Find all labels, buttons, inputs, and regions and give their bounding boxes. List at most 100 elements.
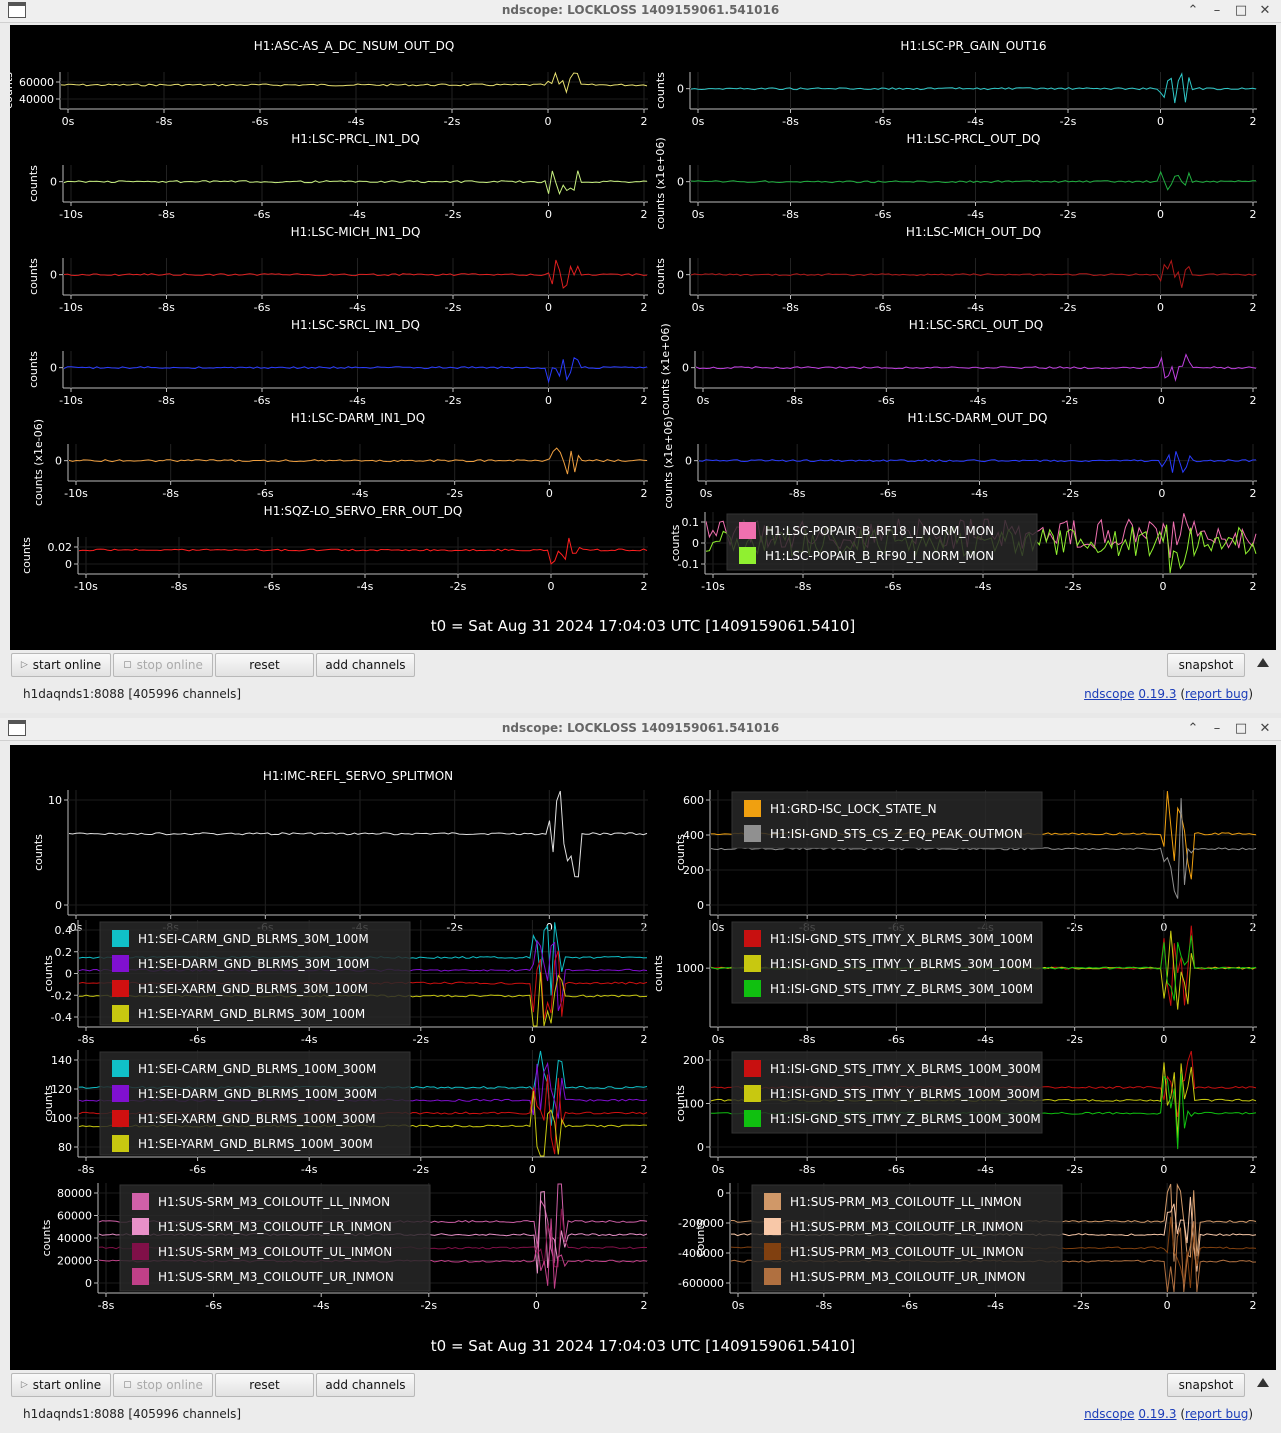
plot-panel[interactable]: H1:IMC-REFL_SERVO_SPLITMONcounts0s-8s-6s… xyxy=(32,769,648,934)
minimize-icon[interactable]: – xyxy=(1213,721,1221,736)
stop-online-button[interactable]: ▢ stop online xyxy=(113,653,213,677)
plot-panel[interactable]: counts 0s -8s -6s -4s -2s 0 2 0 -200000 -400000 -60… xyxy=(678,1182,1257,1312)
x-tick-label: -8s xyxy=(156,115,173,128)
minimize-icon[interactable]: – xyxy=(1213,3,1221,18)
reset-button[interactable]: reset xyxy=(215,653,314,677)
version-link[interactable]: 0.19.3 xyxy=(1138,687,1177,701)
legend[interactable]: H1:SEI-CARM_GND_BLRMS_100M_300M H1:SEI-DA… xyxy=(99,1051,411,1156)
legend-swatch xyxy=(764,1243,781,1260)
maximize-icon[interactable]: □ xyxy=(1234,3,1248,18)
plot-panel[interactable]: counts 0s -8s -6s -4s -2s 0 2 1000 H1:ISI-GND_STS… xyxy=(652,920,1257,1046)
snapshot-button[interactable]: snapshot xyxy=(1167,653,1245,677)
legend-swatch xyxy=(132,1193,149,1210)
plot-panel[interactable]: H1:LSC-PRCL_OUT_DQ counts (x1e+06) 0s -8s -6… xyxy=(654,132,1257,230)
plot-panel[interactable]: counts -8s -6s -4s -2s 0 2 80000 60000 40000 20000… xyxy=(40,1183,648,1312)
plot-panel[interactable]: counts -8s -6s -4s -2s 0 2 0.4 0.2 0 -0.2 -0.4 H1:SE… xyxy=(42,920,648,1046)
legend[interactable]: H1:GRD-ISC_LOCK_STATE_N H1:ISI-GND_STS_CS… xyxy=(731,791,1043,849)
add-channels-button[interactable]: add channels xyxy=(316,653,415,677)
maximize-icon[interactable]: □ xyxy=(1234,721,1248,736)
plot-panel[interactable]: counts0s-8s-6s-4s-2s026004002000H1:GRD-I… xyxy=(674,790,1257,934)
y-tick-label: 0 xyxy=(677,83,684,96)
y-tick-label: 40000 xyxy=(57,1232,92,1245)
start-online-button[interactable]: ▷ start online xyxy=(11,1373,111,1397)
legend-box xyxy=(731,791,1043,849)
y-tick-label: 0 xyxy=(682,362,689,375)
plot-panel[interactable]: H1:LSC-DARM_OUT_DQ counts (x1e+06) 0s -8s -6… xyxy=(662,411,1257,509)
x-tick-label: 0 xyxy=(1164,1299,1171,1312)
x-tick-label: -10s xyxy=(59,208,83,221)
y-axis-label: counts (x1e-06) xyxy=(32,419,45,506)
legend-box xyxy=(751,1184,1063,1292)
x-tick-label: -10s xyxy=(59,301,83,314)
legend-label: H1:SEI-DARM_GND_BLRMS_30M_100M xyxy=(138,957,369,971)
y-tick-label: -400000 xyxy=(678,1247,724,1260)
ndscope-link[interactable]: ndscope xyxy=(1084,1407,1135,1421)
x-tick-label: 2 xyxy=(641,301,648,314)
plot-panel[interactable]: H1:LSC-SRCL_OUT_DQ counts (x1e+06) 0s -8s -6… xyxy=(659,318,1257,416)
x-tick-label: 2 xyxy=(641,580,648,593)
ndscope-link[interactable]: ndscope xyxy=(1084,687,1135,701)
legend-swatch xyxy=(112,1085,129,1102)
series-trace xyxy=(690,170,1256,191)
snapshot-button[interactable]: snapshot xyxy=(1167,1373,1245,1397)
report-bug-link[interactable]: report bug xyxy=(1185,687,1249,701)
x-tick-label: -6s xyxy=(875,208,892,221)
report-bug-link[interactable]: report bug xyxy=(1185,1407,1249,1421)
y-axis-label: counts xyxy=(27,165,40,202)
close-icon[interactable]: ✕ xyxy=(1259,3,1271,18)
x-tick-label: -2s xyxy=(1066,1033,1083,1046)
x-tick-label: -2s xyxy=(1073,1299,1090,1312)
plot-panel[interactable]: counts -8s -6s -4s -2s 0 2 140 120 100 80 H1:SEI-CA… xyxy=(42,1050,648,1176)
plot-panel[interactable]: counts -10s -8s -6s -4s -2s 0 2 0.1 0 -0.1 H1:LSC-P… xyxy=(669,512,1257,593)
chevron-up-icon[interactable]: ⌃ xyxy=(1187,721,1199,736)
plot-title: H1:LSC-MICH_IN1_DQ xyxy=(291,225,421,239)
legend[interactable]: H1:ISI-GND_STS_ITMY_X_BLRMS_100M_300M H1:… xyxy=(731,1051,1043,1134)
titlebar[interactable]: ndscope: LOCKLOSS 1409159061.541016 ⌃ – … xyxy=(0,0,1281,23)
x-tick-label: -10s xyxy=(59,394,83,407)
chevron-up-icon[interactable]: ⌃ xyxy=(1187,3,1199,18)
reset-button[interactable]: reset xyxy=(215,1373,314,1397)
x-tick-label: 0 xyxy=(546,921,553,934)
stop-online-button[interactable]: ▢ stop online xyxy=(113,1373,213,1397)
app-icon[interactable] xyxy=(8,720,26,736)
version-info: ndscope 0.19.3 (report bug) xyxy=(1084,1407,1253,1421)
plot-panel[interactable]: counts 0s -8s -6s -4s -2s 0 2 200 100 0 H1:ISI-GND_… xyxy=(674,1050,1257,1176)
y-tick-label: 60000 xyxy=(57,1210,92,1223)
y-axis-label: counts xyxy=(674,1085,687,1122)
plot-area[interactable]: H1:ASC-AS_A_DC_NSUM_OUT_DQ counts 0s -8s -6s… xyxy=(10,25,1276,650)
x-tick-label: -8s xyxy=(789,487,806,500)
titlebar[interactable]: ndscope: LOCKLOSS 1409159061.541016 ⌃ – … xyxy=(0,718,1281,741)
close-icon[interactable]: ✕ xyxy=(1259,721,1271,736)
x-tick-label: -4s xyxy=(349,301,366,314)
start-online-button[interactable]: ▷ start online xyxy=(11,653,111,677)
legend-swatch xyxy=(744,825,761,842)
y-tick-label: 0 xyxy=(697,1141,704,1154)
legend[interactable]: H1:LSC-POPAIR_B_RF18_I_NORM_MON H1:LSC-PO… xyxy=(726,513,1038,571)
collapse-icon[interactable] xyxy=(1257,1378,1269,1387)
legend[interactable]: H1:SEI-CARM_GND_BLRMS_30M_100M H1:SEI-DAR… xyxy=(99,921,411,1026)
legend-swatch xyxy=(744,980,761,997)
legend[interactable]: H1:ISI-GND_STS_ITMY_X_BLRMS_30M_100M H1:I… xyxy=(731,921,1043,1004)
version-link[interactable]: 0.19.3 xyxy=(1138,1407,1177,1421)
plot-title: H1:LSC-DARM_OUT_DQ xyxy=(908,411,1048,425)
y-axis-label: counts xyxy=(654,258,667,295)
legend-swatch xyxy=(739,522,756,539)
legend[interactable]: H1:SUS-SRM_M3_COILOUTF_LL_INMON H1:SUS-SR… xyxy=(119,1184,431,1292)
x-tick-label: 0s xyxy=(732,1299,745,1312)
collapse-icon[interactable] xyxy=(1257,658,1269,667)
app-icon[interactable] xyxy=(8,2,26,18)
legend[interactable]: H1:SUS-PRM_M3_COILOUTF_LL_INMON H1:SUS-PR… xyxy=(751,1184,1063,1292)
add-channels-button[interactable]: add channels xyxy=(316,1373,415,1397)
y-axis-label: counts xyxy=(40,1219,53,1256)
